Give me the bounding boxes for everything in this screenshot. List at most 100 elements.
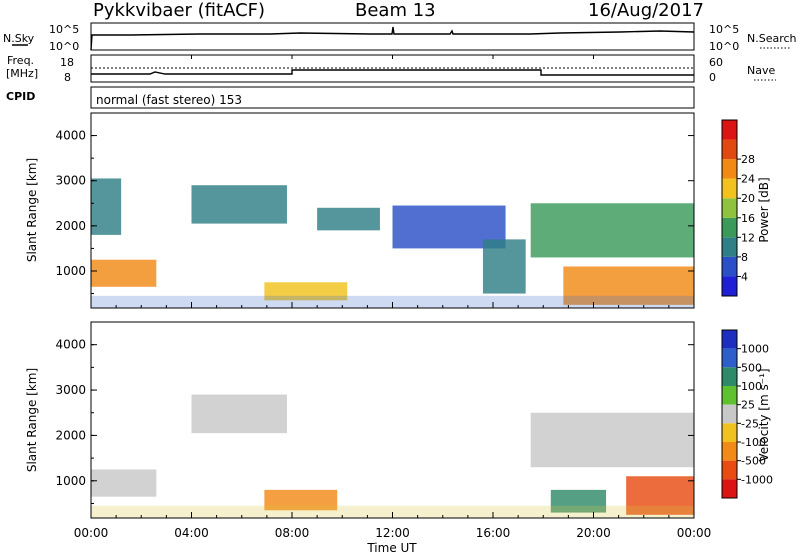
ytick-label: 4000: [55, 129, 86, 143]
cpid-label: CPID: [6, 90, 35, 103]
time-axis: 00:00 04:00 08:00 12:00 16:00 20:00 00:00: [74, 55, 712, 540]
power-colorbar: 28 24 20 16 12 8 4: [721, 119, 755, 297]
colorbar-label: -25: [741, 417, 759, 430]
colorbar-swatch: [722, 217, 737, 238]
data-cell: [91, 469, 157, 497]
colorbar-label: 4: [741, 270, 748, 283]
colorbar-label: 1000: [741, 343, 769, 356]
data-cell: [550, 489, 607, 513]
nsearch-label: N.Search: [747, 32, 797, 45]
figure-title: Pykkvibaer (fitACF): [93, 0, 265, 21]
colorbar-frame: [721, 119, 738, 297]
data-cell: [482, 239, 526, 294]
data-cell: [626, 476, 694, 515]
nave-tick-bottom: 0: [709, 71, 716, 84]
colorbar-label: 100: [741, 380, 762, 393]
colorbar-label: 25: [741, 399, 755, 412]
colorbar-label: 8: [741, 251, 748, 264]
velocity-colorbar-label: Velocity [m s⁻¹]: [757, 368, 771, 461]
date-label: 16/Aug/2017: [588, 0, 704, 21]
nsky-ytick-bottom: 10^0: [49, 40, 79, 53]
velocity-colorbar: 1000 500 100 25 -25 -100 -500 -1000: [721, 329, 773, 499]
near-range-strip: [91, 295, 694, 308]
nsky-ytick-top: 10^5: [49, 23, 79, 36]
xaxis-label: Time UT: [366, 541, 417, 554]
colorbar-label: 24: [741, 173, 755, 186]
colorbar-frame: [721, 329, 738, 499]
colorbar-swatch: [722, 442, 737, 461]
data-cell: [91, 259, 157, 287]
ytick-label: 3000: [55, 383, 86, 397]
velocity-ylabel: Slant Range [km]: [25, 368, 39, 472]
colorbar-label: 500: [741, 361, 762, 374]
colorbar-label: -1000: [741, 473, 773, 486]
data-cell: [264, 489, 338, 511]
colorbar-swatch: [722, 178, 737, 199]
freq-trace: [91, 69, 694, 76]
nsky-trace: [90, 26, 695, 51]
nave-tick-top: 60: [709, 56, 723, 69]
freq-unit: [MHz]: [6, 67, 38, 80]
colorbar-label: 28: [741, 153, 755, 166]
colorbar-swatch: [722, 198, 737, 218]
data-cell: [530, 203, 694, 258]
data-cell: [317, 207, 380, 231]
data-cell: [191, 185, 287, 224]
colorbar-label: 16: [741, 212, 755, 225]
ytick-label: 1000: [55, 474, 86, 488]
power-ylabel: Slant Range [km]: [25, 158, 39, 262]
velocity-axes: 4000 3000 2000 1000: [55, 338, 694, 504]
xtick-label: 04:00: [174, 526, 209, 540]
near-range-strip: [91, 505, 694, 518]
data-cell: [191, 394, 287, 434]
colorbar-swatch: [722, 367, 737, 386]
colorbar-swatch: [722, 120, 737, 140]
xtick-label: 00:00: [677, 526, 712, 540]
nsearch-ytick-bottom: 10^0: [709, 40, 739, 53]
colorbar-swatch: [722, 479, 737, 498]
freq-tick-top: 18: [60, 56, 74, 69]
colorbar-swatch: [722, 139, 737, 160]
nave-label: Nave: [747, 64, 775, 77]
xtick-label: 20:00: [576, 526, 611, 540]
power-axes: 4000 3000 2000 1000: [55, 129, 694, 295]
colorbar-swatch: [722, 423, 737, 442]
nsearch-ytick-top: 10^5: [709, 23, 739, 36]
colorbar-label: 20: [741, 192, 755, 205]
data-cell: [91, 178, 122, 235]
data-cell: [530, 412, 694, 468]
colorbar-swatch: [722, 159, 737, 179]
xtick-label: 00:00: [74, 526, 109, 540]
colorbar-swatch: [722, 348, 737, 368]
cpid-text: normal (fast stereo) 153: [96, 93, 242, 107]
colorbar-swatch: [722, 256, 737, 277]
xtick-label: 08:00: [275, 526, 310, 540]
velocity-heatmap: [91, 394, 694, 518]
colorbar-swatch: [722, 386, 737, 405]
freq-tick-bottom: 8: [64, 71, 71, 84]
cpid-panel: [90, 86, 695, 109]
colorbar-label: -100: [741, 436, 766, 449]
colorbar-swatch: [722, 404, 737, 424]
colorbar-label: 12: [741, 231, 755, 244]
data-cell: [264, 282, 348, 301]
data-cell: [563, 266, 694, 305]
colorbar-swatch: [722, 460, 737, 480]
nsky-panel: [90, 22, 695, 51]
ytick-label: 2000: [55, 219, 86, 233]
ytick-label: 4000: [55, 338, 86, 352]
ytick-label: 1000: [55, 264, 86, 278]
freq-label: Freq.: [7, 54, 34, 67]
nsky-label: N.Sky: [3, 32, 35, 45]
xtick-label: 16:00: [476, 526, 511, 540]
colorbar-swatch: [722, 276, 737, 296]
xtick-label: 12:00: [375, 526, 410, 540]
colorbar-label: -500: [741, 455, 766, 468]
power-heatmap: [91, 178, 694, 308]
ytick-label: 2000: [55, 428, 86, 442]
beam-label: Beam 13: [355, 0, 436, 21]
colorbar-swatch: [722, 237, 737, 257]
ytick-label: 3000: [55, 174, 86, 188]
power-colorbar-label: Power [dB]: [757, 177, 771, 242]
